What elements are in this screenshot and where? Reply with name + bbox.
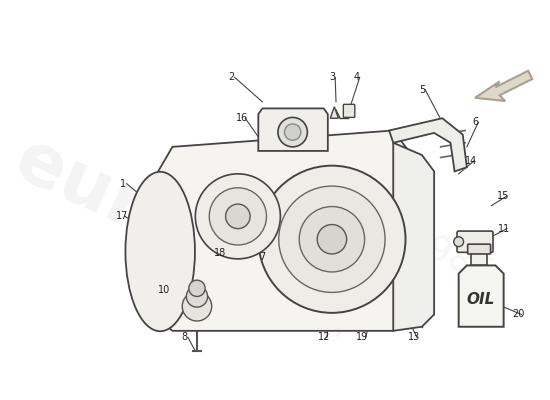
Text: 17: 17 xyxy=(116,211,128,221)
Circle shape xyxy=(284,124,301,140)
Circle shape xyxy=(279,186,385,292)
Polygon shape xyxy=(475,71,532,101)
Text: 7: 7 xyxy=(259,252,266,262)
Circle shape xyxy=(226,204,250,229)
Circle shape xyxy=(182,292,212,321)
Text: 4: 4 xyxy=(354,72,360,82)
Text: 11: 11 xyxy=(498,224,510,234)
Polygon shape xyxy=(393,143,434,331)
Circle shape xyxy=(278,118,307,147)
Circle shape xyxy=(189,280,205,296)
FancyBboxPatch shape xyxy=(457,231,493,252)
Circle shape xyxy=(195,174,280,259)
Text: europar: europar xyxy=(4,125,324,324)
Polygon shape xyxy=(471,251,487,266)
Circle shape xyxy=(317,224,346,254)
Text: 2: 2 xyxy=(228,72,234,82)
Circle shape xyxy=(186,286,207,307)
Ellipse shape xyxy=(125,172,195,331)
Text: 15: 15 xyxy=(497,191,510,201)
Text: 20: 20 xyxy=(512,310,525,320)
Circle shape xyxy=(299,206,365,272)
Text: 3: 3 xyxy=(329,72,335,82)
Circle shape xyxy=(209,188,267,245)
Text: 12: 12 xyxy=(317,332,330,342)
Text: 10: 10 xyxy=(158,285,170,295)
Circle shape xyxy=(454,237,464,247)
Text: 18: 18 xyxy=(214,248,226,258)
Text: 13: 13 xyxy=(408,332,420,342)
Text: 16: 16 xyxy=(236,113,248,123)
Text: since 1985: since 1985 xyxy=(305,176,498,290)
Text: OIL: OIL xyxy=(466,292,495,307)
Polygon shape xyxy=(144,130,418,331)
Polygon shape xyxy=(258,108,328,151)
Text: 14: 14 xyxy=(465,156,477,166)
Text: 6: 6 xyxy=(472,117,478,127)
Text: a passion: a passion xyxy=(171,234,354,346)
FancyBboxPatch shape xyxy=(468,244,491,254)
Circle shape xyxy=(258,166,405,313)
Text: 19: 19 xyxy=(356,332,369,342)
Polygon shape xyxy=(459,266,504,327)
Polygon shape xyxy=(330,107,338,118)
Text: 8: 8 xyxy=(182,332,188,342)
FancyBboxPatch shape xyxy=(343,104,355,118)
Text: 1: 1 xyxy=(120,179,127,189)
Text: 5: 5 xyxy=(419,85,425,95)
Polygon shape xyxy=(389,118,467,171)
